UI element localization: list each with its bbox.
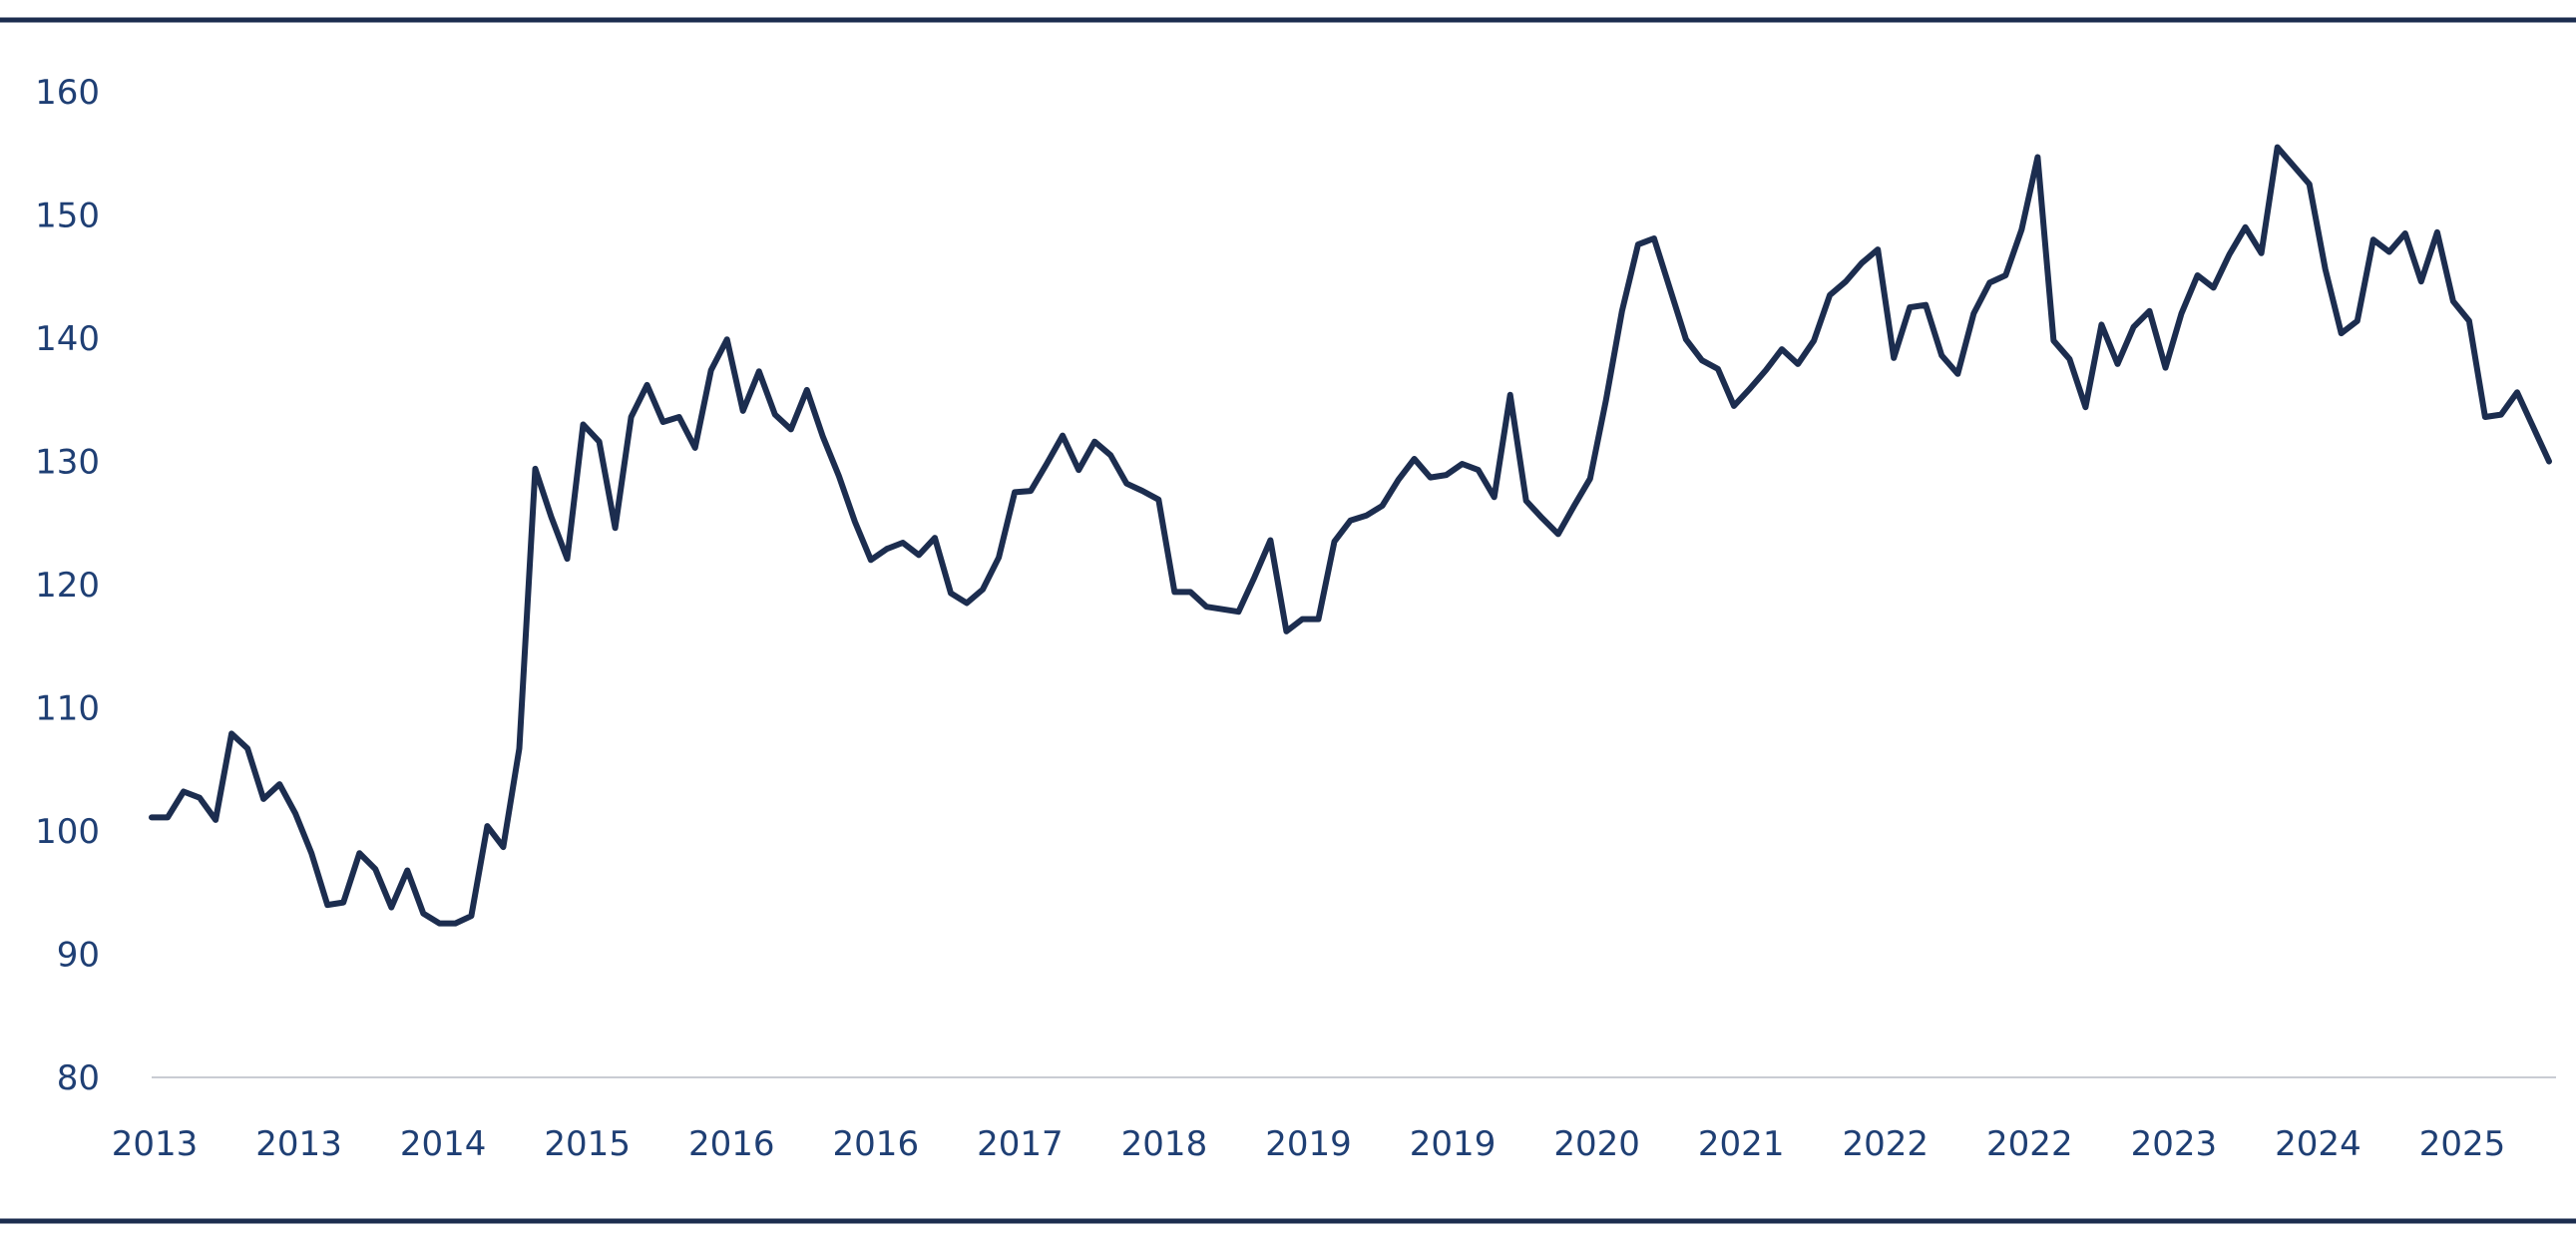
y-tick-label: 160 bbox=[35, 73, 100, 113]
x-tick-label: 2024 bbox=[2275, 1124, 2361, 1164]
x-tick-label: 2018 bbox=[1121, 1124, 1208, 1164]
y-tick-label: 120 bbox=[35, 566, 100, 606]
x-tick-label: 2022 bbox=[1842, 1124, 1929, 1164]
x-tick-label: 2023 bbox=[2131, 1124, 2218, 1164]
y-tick-label: 110 bbox=[35, 689, 100, 729]
x-tick-label: 2015 bbox=[544, 1124, 631, 1164]
y-tick-label: 100 bbox=[35, 812, 100, 852]
x-tick-label: 2013 bbox=[255, 1124, 342, 1164]
series-group bbox=[149, 144, 2552, 927]
x-tick-label: 2017 bbox=[977, 1124, 1064, 1164]
x-tick-label: 2016 bbox=[833, 1124, 920, 1164]
x-tick-label: 2022 bbox=[1986, 1124, 2073, 1164]
series-line bbox=[149, 144, 2552, 927]
y-tick-label: 80 bbox=[57, 1058, 100, 1098]
x-tick-label: 2020 bbox=[1553, 1124, 1640, 1164]
x-tick-label: 2016 bbox=[688, 1124, 775, 1164]
x-tick-label: 2019 bbox=[1265, 1124, 1352, 1164]
x-tick-label: 2025 bbox=[2419, 1124, 2506, 1164]
y-tick-label: 140 bbox=[35, 319, 100, 359]
y-axis-tick-labels: 80 90 100 110 120 130 140 150 160 bbox=[35, 73, 100, 1098]
y-tick-label: 90 bbox=[57, 936, 100, 976]
y-tick-label: 130 bbox=[35, 443, 100, 483]
x-tick-label: 2013 bbox=[112, 1124, 199, 1164]
x-tick-label: 2014 bbox=[400, 1124, 487, 1164]
x-tick-label: 2019 bbox=[1410, 1124, 1497, 1164]
y-tick-label: 150 bbox=[35, 197, 100, 236]
x-tick-label: 2021 bbox=[1698, 1124, 1785, 1164]
x-axis-tick-labels: 2013 2013 2014 2015 2016 2016 2017 2018 2019 2019… bbox=[112, 1124, 2506, 1164]
